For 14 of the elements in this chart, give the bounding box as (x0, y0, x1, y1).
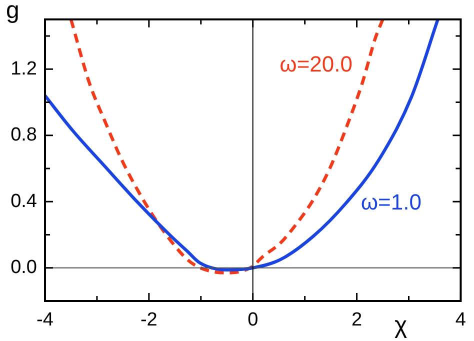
y-tick-label: 0.8 (10, 124, 37, 146)
x-tick-label: 0 (248, 310, 258, 331)
y-tick-label: 0.4 (10, 190, 38, 212)
line-series (45, 19, 440, 272)
x-tick-label: -4 (36, 310, 54, 331)
y-tick-label: 1.2 (10, 58, 37, 80)
series-label: ω=1.0 (360, 189, 422, 214)
y-axis-title: g (6, 0, 20, 24)
y-tick-label: 0.0 (10, 257, 37, 278)
x-tick-label: -2 (140, 310, 158, 331)
series-label: ω=20.0 (280, 51, 353, 76)
x-tick-label: 2 (352, 310, 362, 331)
x-axis-title: χ (394, 312, 408, 339)
x-tick-label: 4 (455, 310, 466, 331)
